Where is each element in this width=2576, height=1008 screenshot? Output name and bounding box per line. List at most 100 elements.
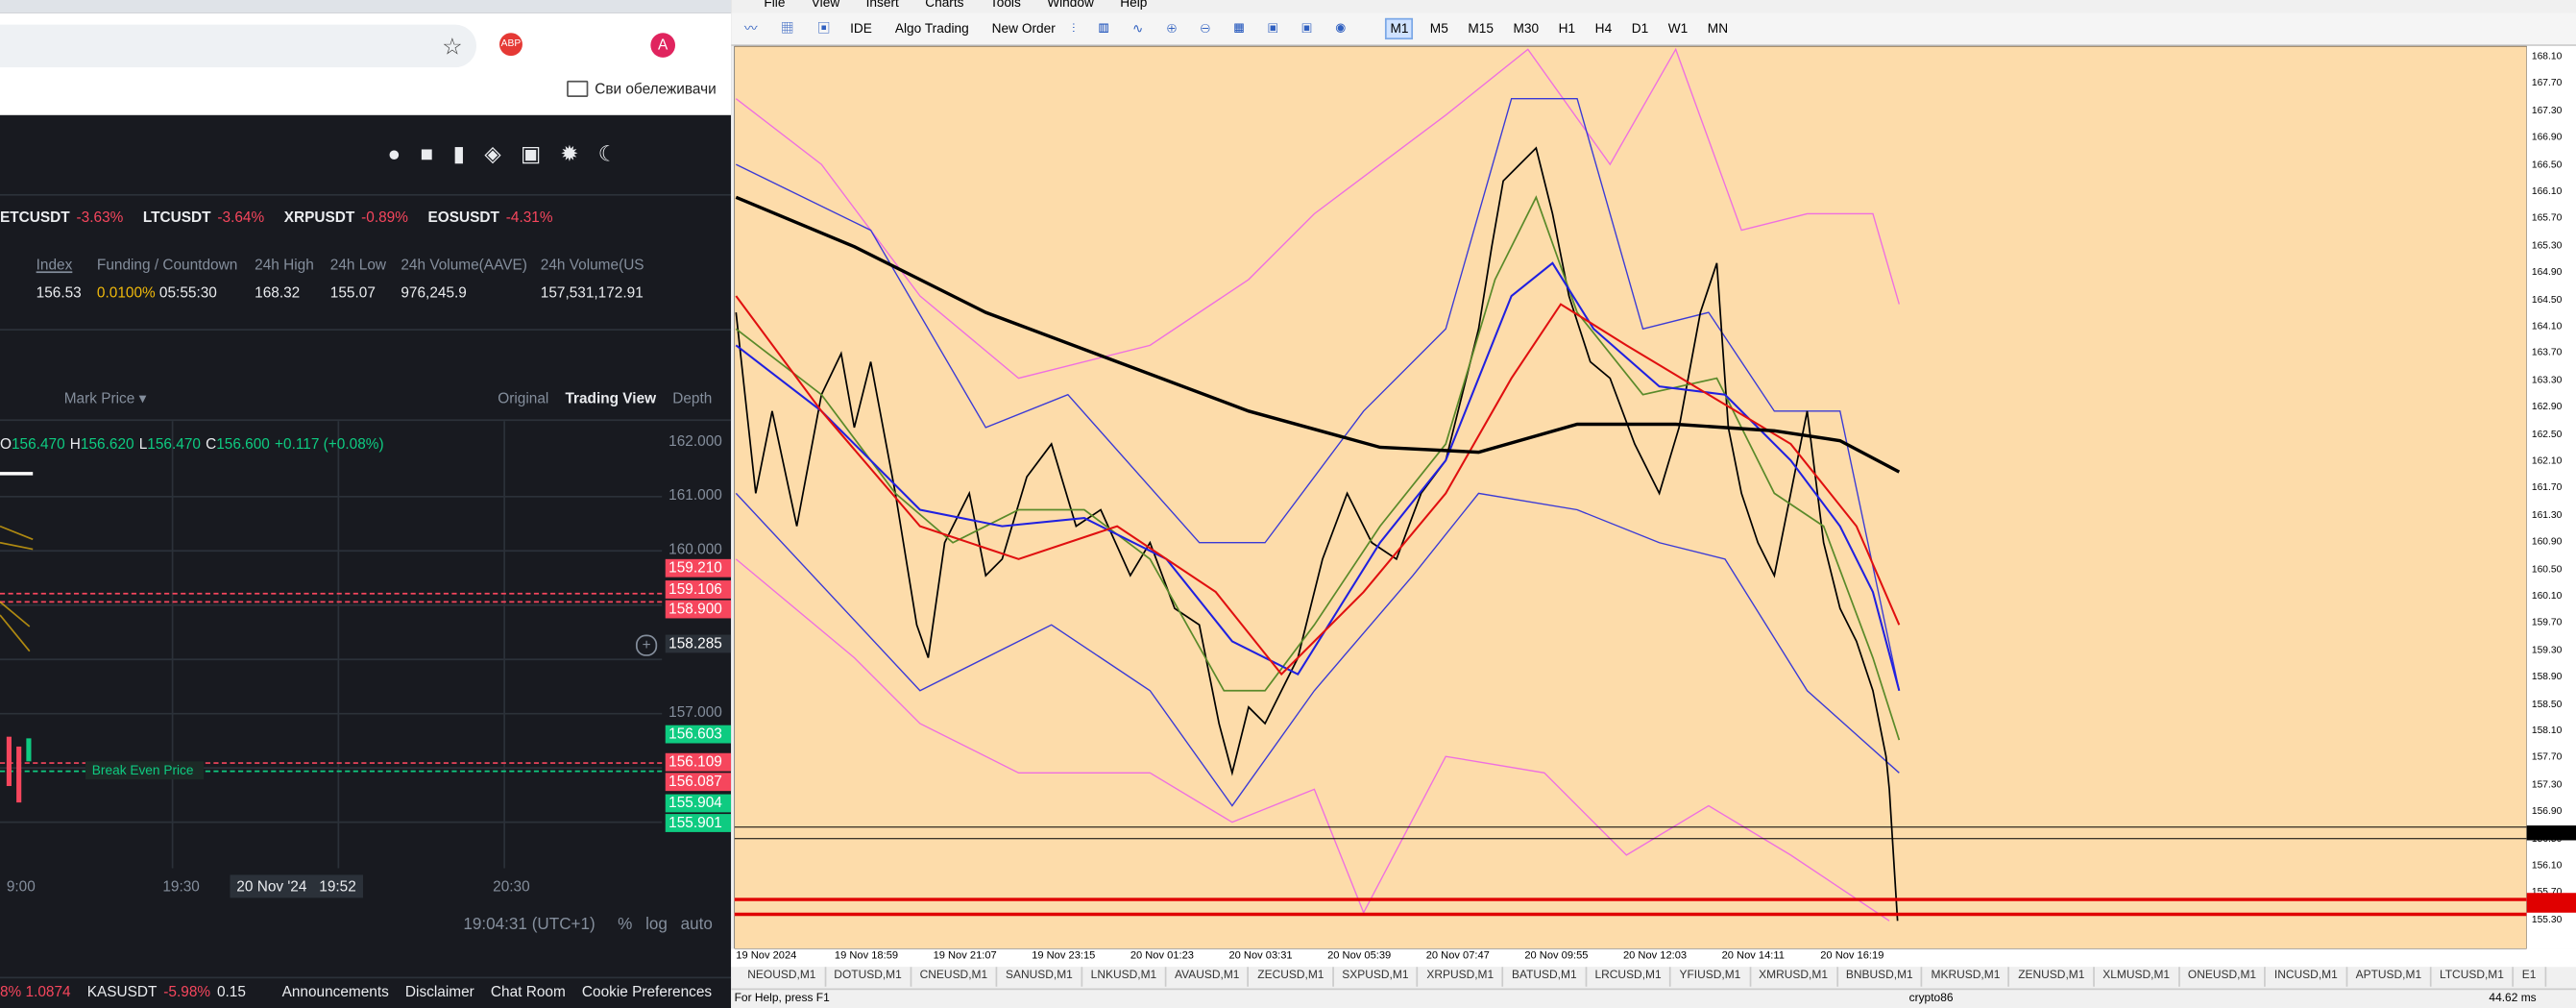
timeframe[interactable]: D1 <box>1631 21 1649 37</box>
view-tab[interactable]: Depth <box>672 389 713 406</box>
chart-tab[interactable]: XRPUSD,M1 <box>1419 967 1504 987</box>
stat-label: 24h Low <box>329 256 387 274</box>
candle <box>6 736 12 787</box>
menu-item[interactable]: Charts <box>925 0 964 11</box>
toolbar-button[interactable]: Algo Trading <box>894 21 969 37</box>
chart-tab[interactable]: LTCUSD,M1 <box>2431 967 2515 987</box>
scale-option[interactable]: log <box>645 916 668 935</box>
ticker[interactable]: LTCUSDT -3.64% <box>143 209 264 225</box>
chart-tab[interactable]: AVAUSD,M1 <box>1166 967 1250 987</box>
ticker[interactable]: EOSUSDT -4.31% <box>427 209 552 225</box>
time-tick: 20 Nov 05:39 <box>1327 950 1392 963</box>
time-tick: 20 Nov 16:19 <box>1820 950 1884 963</box>
chart-tab[interactable]: NEOUSD,M1 <box>740 967 826 987</box>
toolbar-button[interactable]: IDE <box>850 21 872 37</box>
ohlc-part: 156.470 <box>12 435 65 453</box>
chart-tab[interactable]: SXPUSD,M1 <box>1334 967 1419 987</box>
price-tick: 156.90 <box>2531 807 2563 818</box>
terminal-window: File View Insert Charts Tools Window Help 〰 ▦ … <box>731 0 2576 1008</box>
footer: 8% 1.0874 KASUSDT -5.98% 0.15 Announcements D… <box>0 976 732 1008</box>
timeframe[interactable]: W1 <box>1667 21 1689 37</box>
toolbar-icons: ⫶ ▥ ∿ ⊕ ⊖ ▦ ▣ ▣ ◉ <box>1071 21 1356 37</box>
menu-item[interactable]: File <box>764 0 786 11</box>
time-label: 19:30 <box>162 877 200 895</box>
add-order-icon[interactable]: + <box>635 634 658 656</box>
timeframe[interactable]: M1 <box>1385 17 1414 40</box>
adblock-icon[interactable]: ABP <box>498 33 522 57</box>
chart-tab[interactable]: E1 <box>2514 967 2546 987</box>
stat-value: 157,531,172.91 <box>540 284 644 302</box>
price-label: 157.000 <box>668 703 722 721</box>
timeframe[interactable]: M30 <box>1513 21 1540 37</box>
chart-tab[interactable]: ONEUSD,M1 <box>2179 967 2267 987</box>
chart-tab[interactable]: LNKUSD,M1 <box>1082 967 1167 987</box>
price-tick: 165.70 <box>2531 214 2563 225</box>
chart-tab[interactable]: ZENUSD,M1 <box>2010 967 2095 987</box>
menu-item[interactable]: Window <box>1047 0 1094 11</box>
ticker[interactable]: XRPUSDT -0.89% <box>284 209 408 225</box>
price-tick: 166.90 <box>2531 133 2563 144</box>
chart-tab[interactable]: YFIUSD,M1 <box>1671 967 1751 987</box>
upper-band <box>735 47 1900 380</box>
chart-tab[interactable]: INCUSD,M1 <box>2266 967 2348 987</box>
chart-tab[interactable]: ZECUSD,M1 <box>1250 967 1334 987</box>
timeframe[interactable]: M5 <box>1429 21 1448 37</box>
chart-tab[interactable]: XMRUSD,M1 <box>1751 967 1838 987</box>
ticker-strip: ETCUSDT -3.63% LTCUSDT -3.64% XRPUSDT -0.89% E… <box>0 209 572 225</box>
chart-tab[interactable]: MKRUSD,M1 <box>1923 967 2010 987</box>
price-label: 155.904 <box>665 794 732 813</box>
footer-link[interactable]: Disclaimer <box>404 983 474 1000</box>
browser-toolbar: ☆ ABP A Сви обележивачи <box>0 12 732 115</box>
ticker-change: -3.63% <box>76 209 124 226</box>
upper-channel <box>736 97 1901 691</box>
menu-item[interactable]: Insert <box>865 0 899 11</box>
price-tick: 156.10 <box>2531 861 2563 872</box>
footer-link[interactable]: Chat Room <box>490 983 566 1000</box>
timeframe[interactable]: M15 <box>1468 21 1494 37</box>
chart-tab[interactable]: LRCUSD,M1 <box>1587 967 1671 987</box>
ticker[interactable]: ETCUSDT -3.63% <box>0 209 123 225</box>
chart-tab[interactable]: BNBUSD,M1 <box>1837 967 1923 987</box>
price-tick: 167.30 <box>2531 106 2563 117</box>
address-bar[interactable] <box>0 24 477 68</box>
chart-tab[interactable]: APTUSD,M1 <box>2347 967 2432 987</box>
menu-item[interactable]: View <box>811 0 840 11</box>
view-tab[interactable]: Trading View <box>565 389 657 406</box>
mid-ma <box>735 261 1901 692</box>
footer-link[interactable]: Cookie Preferences <box>581 983 713 1000</box>
chart-tab[interactable]: CNEUSD,M1 <box>911 967 998 987</box>
price-tick: 157.30 <box>2531 780 2563 791</box>
star-icon[interactable]: ☆ <box>442 33 463 60</box>
header-icons[interactable]: ●■▮◈▣✹☾ <box>387 141 638 166</box>
ohlc-part: H <box>69 435 81 453</box>
profile-icon[interactable]: A <box>650 33 676 58</box>
footer-link[interactable]: Announcements <box>281 983 389 1000</box>
time-tick: 20 Nov 09:55 <box>1524 950 1589 963</box>
timeframe[interactable]: H1 <box>1558 21 1576 37</box>
time-tick: 20 Nov 07:47 <box>1425 950 1490 963</box>
menu-item[interactable]: Tools <box>989 0 1021 11</box>
price-tick: 158.90 <box>2531 673 2563 683</box>
price-tick: 165.30 <box>2531 241 2563 252</box>
scale-option[interactable]: auto <box>680 916 713 935</box>
stat-label: 24h Volume(AAVE) <box>401 256 527 274</box>
mini-chart <box>0 421 663 869</box>
view-tab[interactable]: Original <box>498 389 549 406</box>
chart-tab[interactable]: BATUSD,M1 <box>1503 967 1587 987</box>
ticker-symbol: ETCUSDT <box>0 209 70 226</box>
grid <box>0 421 663 869</box>
toolbar-button[interactable]: New Order <box>991 21 1056 37</box>
bookmarks-folder[interactable]: Сви обележивачи <box>595 80 717 97</box>
scale-option[interactable]: % <box>618 916 633 935</box>
timeframe[interactable]: MN <box>1707 21 1729 37</box>
break-even-box <box>85 761 205 780</box>
chart-tab[interactable]: SANUSD,M1 <box>997 967 1083 987</box>
menu-item[interactable]: Help <box>1120 0 1148 11</box>
time-tick: 20 Nov 14:11 <box>1721 950 1785 963</box>
browser-window: ☆ ABP A Сви обележивачи ●■▮◈▣✹☾ ETCUSDT -… <box>0 0 732 1008</box>
price-tick: 164.90 <box>2531 268 2563 279</box>
chart-tab[interactable]: XLMUSD,M1 <box>2095 967 2180 987</box>
timeframe[interactable]: H4 <box>1594 21 1613 37</box>
price-type-select[interactable]: Mark Price ▾ <box>63 389 147 406</box>
chart-tab[interactable]: DOTUSD,M1 <box>826 967 912 987</box>
